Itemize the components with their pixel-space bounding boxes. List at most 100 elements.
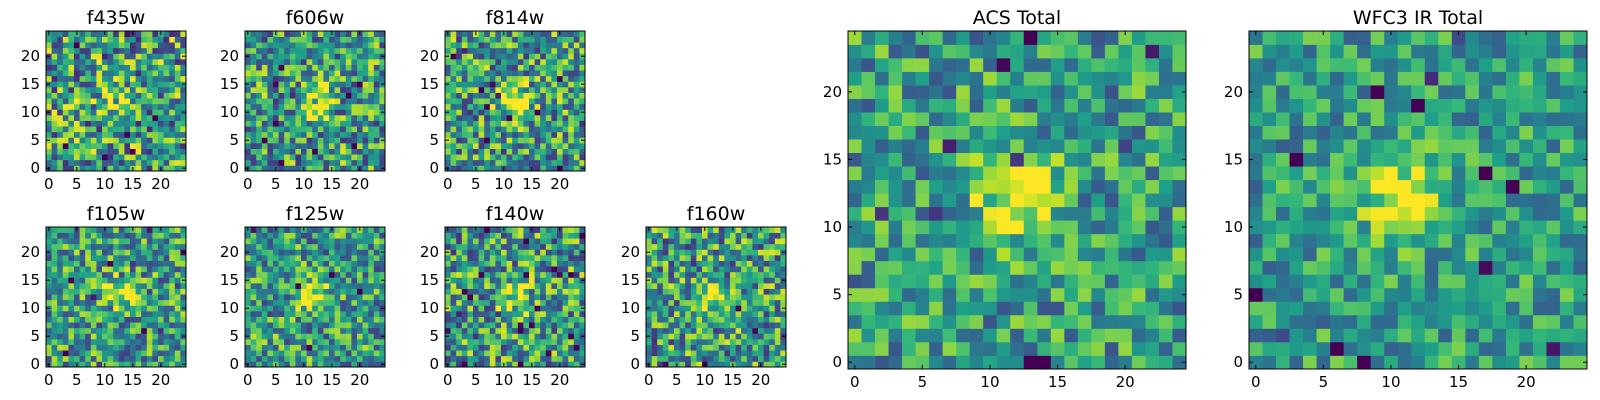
pixel-cell	[679, 339, 686, 345]
pixel-cell	[562, 143, 569, 149]
pixel-cell	[534, 238, 541, 245]
pixel-cell	[551, 98, 558, 105]
pixel-cell	[461, 120, 468, 127]
pixel-cell	[141, 361, 148, 368]
pixel-cell	[467, 165, 474, 172]
pixel-cell	[284, 327, 291, 334]
pixel-cell	[752, 299, 759, 306]
pixel-cell	[1064, 179, 1079, 194]
pixel-cell	[284, 53, 291, 60]
pixel-cell	[674, 288, 680, 295]
pixel-cell	[551, 227, 558, 233]
pixel-cell	[501, 299, 507, 306]
pixel-cell	[484, 47, 491, 54]
pixel-cell	[506, 120, 513, 127]
pixel-cell	[529, 53, 535, 60]
pixel-cell	[545, 299, 552, 306]
pixel-cell	[915, 233, 930, 248]
pixel-cell	[345, 333, 352, 340]
pixel-cell	[169, 350, 176, 357]
pixel-cell	[334, 249, 341, 256]
pixel-cell	[551, 266, 558, 273]
pixel-cell	[551, 232, 558, 239]
pixel-cell	[956, 341, 971, 356]
pixel-cell	[118, 103, 125, 110]
pixel-cell	[141, 120, 148, 127]
pixel-cell	[362, 126, 369, 133]
pixel-cell	[1172, 355, 1187, 370]
pixel-cell	[85, 92, 92, 99]
pixel-cell	[284, 165, 291, 172]
pixel-cell	[301, 47, 307, 54]
pixel-cell	[1037, 328, 1052, 343]
pixel-cell	[888, 166, 903, 181]
pixel-cell	[124, 59, 131, 65]
pixel-cell	[702, 277, 708, 284]
pixel-cell	[489, 131, 496, 138]
pixel-cell	[90, 59, 97, 65]
pixel-cell	[96, 361, 103, 368]
pixel-cell	[506, 109, 513, 116]
pixel-cell	[329, 238, 335, 245]
pixel-cell	[51, 42, 58, 49]
pixel-cell	[174, 87, 181, 93]
pixel-cell	[763, 283, 770, 289]
pixel-cell	[351, 165, 358, 172]
pixel-cell	[130, 305, 136, 312]
pixel-cell	[46, 266, 52, 273]
pixel-cell	[956, 166, 971, 181]
pixel-cell	[163, 288, 170, 295]
pixel-cell	[551, 361, 558, 368]
pixel-cell	[674, 305, 680, 312]
pixel-cell	[534, 316, 541, 323]
pixel-cell	[445, 70, 451, 77]
pixel-cell	[163, 333, 170, 340]
pixel-cell	[146, 283, 153, 289]
pixel-cell	[62, 344, 69, 351]
pixel-cell	[534, 294, 541, 301]
pixel-cell	[651, 350, 658, 357]
pixel-cell	[267, 344, 274, 351]
pixel-cell	[501, 143, 507, 149]
pixel-cell	[163, 143, 170, 149]
pixel-cell	[450, 260, 457, 267]
pixel-cell	[163, 266, 170, 273]
pixel-cell	[478, 288, 485, 295]
pixel-cell	[68, 255, 75, 261]
pixel-cell	[306, 243, 313, 250]
pixel-cell	[467, 53, 474, 60]
pixel-cell	[135, 70, 142, 77]
pixel-cell	[301, 299, 307, 306]
pixel-cell	[250, 271, 257, 278]
pixel-cell	[489, 283, 496, 289]
pixel-cell	[662, 333, 669, 340]
pixel-cell	[484, 322, 491, 329]
pixel-cell	[861, 260, 876, 275]
pixel-cell	[113, 294, 120, 301]
pixel-cell	[323, 266, 330, 273]
pixel-cell	[646, 294, 652, 301]
pixel-cell	[915, 166, 930, 181]
pixel-cell	[1050, 260, 1065, 275]
pixel-cell	[57, 47, 64, 54]
pixel-cell	[113, 109, 120, 116]
pixel-cell	[163, 238, 170, 245]
pixel-cell	[573, 109, 580, 116]
pixel-cell	[102, 339, 108, 345]
pixel-cell	[256, 31, 263, 37]
pixel-cell	[679, 344, 686, 351]
pixel-cell	[334, 53, 341, 60]
pixel-cell	[118, 31, 125, 37]
pixel-cell	[267, 87, 274, 93]
pixel-cell	[312, 361, 319, 368]
pixel-cell	[158, 64, 164, 71]
pixel-cell	[746, 277, 753, 284]
pixel-cell	[273, 266, 279, 273]
pixel-cell	[379, 36, 386, 43]
pixel-cell	[57, 344, 64, 351]
pixel-cell	[124, 165, 131, 172]
pixel-cell	[769, 350, 776, 357]
pixel-cell	[512, 81, 519, 88]
pixel-cell	[523, 92, 530, 99]
pixel-cell	[174, 131, 181, 138]
